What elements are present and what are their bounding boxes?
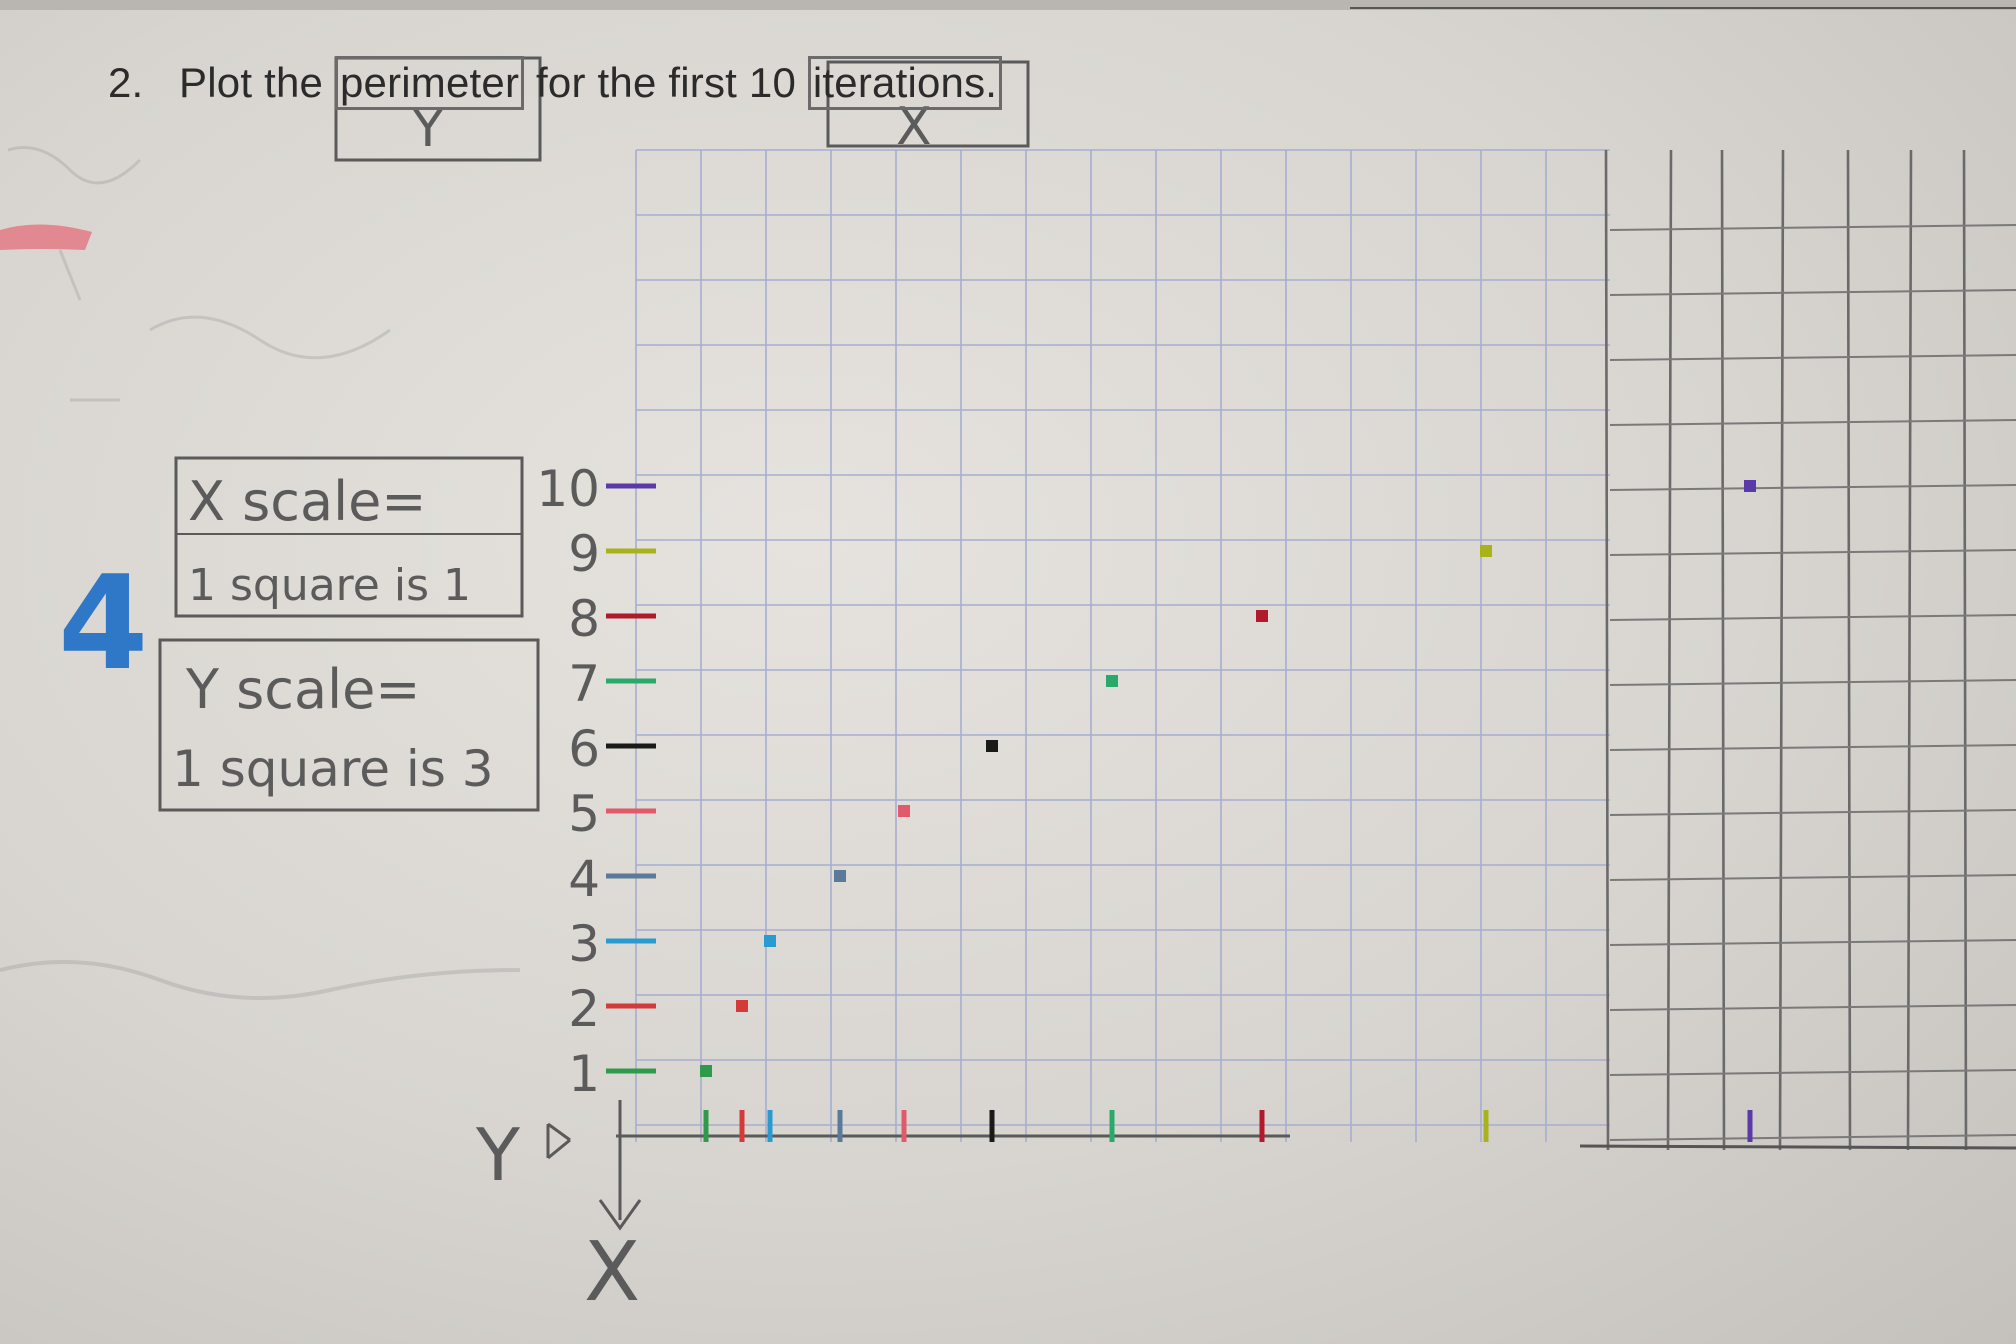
hand-drawn-grid xyxy=(1579,149,2016,1151)
graph-grid xyxy=(635,149,1610,1142)
iterations-box xyxy=(826,60,1030,148)
pencil-horizontal-line xyxy=(1609,744,2016,751)
pencil-horizontal-line xyxy=(1609,549,2016,556)
pencil-horizontal-line xyxy=(1609,354,2016,361)
pencil-horizontal-line xyxy=(1609,874,2016,881)
down-arrow-icon xyxy=(598,1199,642,1231)
erased-scribbles xyxy=(0,146,521,1000)
question-number: 2. xyxy=(108,59,144,106)
pencil-vertical-line xyxy=(1778,149,1785,1151)
paper-edge xyxy=(0,0,2016,10)
y-tick-label: 9 xyxy=(568,525,600,583)
y-scale-line1: Y scale= xyxy=(185,658,421,721)
y-scale-box xyxy=(158,638,540,812)
pencil-baseline xyxy=(1579,1144,2016,1150)
pencil-vertical-line xyxy=(1846,149,1852,1151)
y-tick-label: 2 xyxy=(568,980,600,1038)
x-axis-letter: X xyxy=(584,1225,640,1320)
pencil-vertical-line xyxy=(1906,149,1913,1151)
y-tick-label: 1 xyxy=(568,1045,600,1103)
question-text-middle: for the first 10 xyxy=(536,59,797,106)
data-point xyxy=(1480,545,1492,557)
y-tick-label: 6 xyxy=(568,720,600,778)
pencil-vertical-line xyxy=(1604,149,1610,1151)
pencil-horizontal-line xyxy=(1609,1069,2016,1076)
pencil-vertical-line xyxy=(1720,149,1726,1151)
pencil-horizontal-line xyxy=(1609,679,2016,686)
x-scale-line1: X scale= xyxy=(188,470,427,533)
data-point xyxy=(1744,480,1756,492)
y-tick-label: 8 xyxy=(568,590,600,648)
score-mark: 4 xyxy=(58,547,148,699)
pencil-horizontal-line xyxy=(1609,1134,2016,1141)
data-point xyxy=(898,805,910,817)
y-tick-label: 5 xyxy=(568,785,600,843)
pencil-horizontal-line xyxy=(1609,809,2016,816)
pencil-horizontal-line xyxy=(1609,939,2016,946)
y-tick-label: 7 xyxy=(568,655,600,713)
question-text-before: Plot the xyxy=(179,59,324,106)
data-point xyxy=(1256,610,1268,622)
data-point xyxy=(834,870,846,882)
data-point xyxy=(700,1065,712,1077)
y-scale-line2: 1 square is 3 xyxy=(172,740,494,798)
axis-ticks: 1 2 3 4 5 6 7 8 9 10 xyxy=(536,460,656,1103)
pencil-vertical-line xyxy=(1666,149,1673,1151)
y-tick-label: 4 xyxy=(568,850,600,908)
perimeter-word: perimeter xyxy=(334,56,525,110)
pencil-horizontal-line xyxy=(1609,484,2016,491)
plotted-points xyxy=(700,480,1756,1077)
pencil-horizontal-line xyxy=(1609,1004,2016,1011)
iterations-word: iterations. xyxy=(807,56,1003,110)
pencil-horizontal-line xyxy=(1609,289,2016,296)
pencil-horizontal-line xyxy=(1609,419,2016,426)
pencil-horizontal-line xyxy=(1609,614,2016,621)
x-scale-line2: 1 square is 1 xyxy=(188,560,471,611)
left-arrow-icon xyxy=(546,1122,571,1160)
y-axis-letter: Y xyxy=(475,1113,521,1197)
question-text: 2. Plot the perimeter for the first 10 i… xyxy=(108,56,1003,110)
x-tick-marks xyxy=(703,1110,1753,1142)
data-point xyxy=(736,1000,748,1012)
pencil-vertical-line xyxy=(1962,149,1968,1151)
data-point xyxy=(1106,675,1118,687)
pink-marker-smudge xyxy=(0,224,92,250)
x-scale-box xyxy=(174,456,524,618)
y-tick-label: 3 xyxy=(568,915,600,973)
data-point xyxy=(986,740,998,752)
y-tick-label: 10 xyxy=(536,460,600,518)
pencil-horizontal-line xyxy=(1609,224,2016,231)
data-point xyxy=(764,935,776,947)
